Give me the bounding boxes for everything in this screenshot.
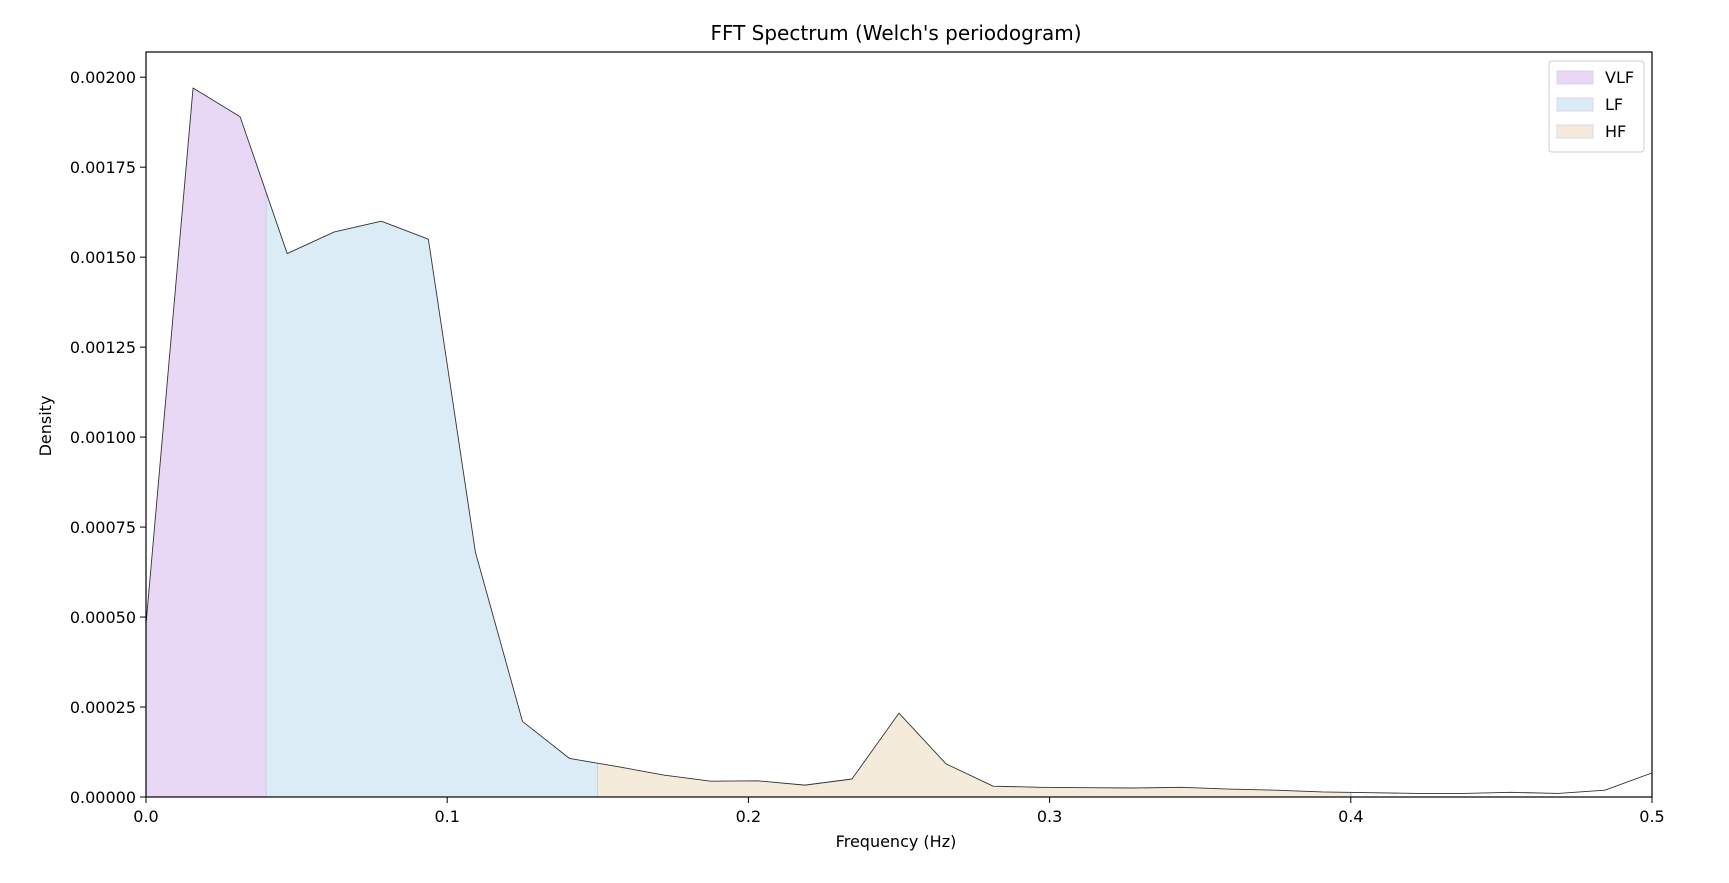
y-tick-label: 0.00200: [70, 68, 136, 87]
band-fills: [146, 88, 1351, 797]
band-fill-vlf: [146, 88, 266, 797]
x-tick-label: 0.2: [736, 807, 761, 826]
legend-swatch-hf: [1557, 125, 1593, 138]
y-tick-label: 0.00000: [70, 788, 136, 807]
legend-label-hf: HF: [1605, 122, 1626, 141]
x-tick-label: 0.3: [1037, 807, 1062, 826]
x-tick-label: 0.0: [133, 807, 158, 826]
y-tick-label: 0.00125: [70, 338, 136, 357]
y-tick-label: 0.00100: [70, 428, 136, 447]
y-axis-label: Density: [36, 396, 55, 457]
x-axis-label: Frequency (Hz): [836, 832, 957, 851]
legend: VLF LF HF: [1549, 61, 1644, 152]
y-tick-label: 0.00175: [70, 158, 136, 177]
y-tick-label: 0.00025: [70, 698, 136, 717]
x-tick-label: 0.1: [434, 807, 459, 826]
y-tick-label: 0.00050: [70, 608, 136, 627]
chart-title: FFT Spectrum (Welch's periodogram): [710, 21, 1081, 45]
x-tick-label: 0.4: [1338, 807, 1363, 826]
x-tick-label: 0.5: [1639, 807, 1664, 826]
y-tick-label: 0.00150: [70, 248, 136, 267]
legend-label-vlf: VLF: [1605, 68, 1634, 87]
legend-label-lf: LF: [1605, 95, 1623, 114]
band-fill-hf: [598, 713, 1351, 797]
band-fill-lf: [266, 193, 597, 797]
x-axis-ticks: 0.0 0.1 0.2 0.3 0.4 0.5: [133, 797, 1664, 826]
y-axis-ticks: 0.00000 0.00025 0.00050 0.00075 0.00100 0.001…: [70, 68, 146, 807]
legend-swatch-vlf: [1557, 71, 1593, 84]
y-tick-label: 0.00075: [70, 518, 136, 537]
legend-swatch-lf: [1557, 98, 1593, 111]
